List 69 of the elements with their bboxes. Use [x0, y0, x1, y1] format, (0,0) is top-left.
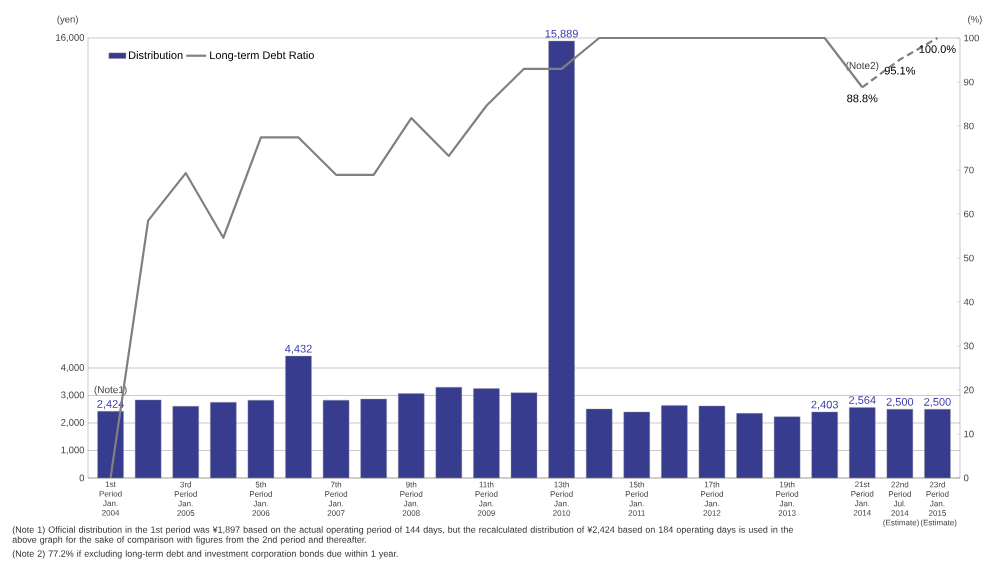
data-label: 95.1%	[884, 66, 916, 75]
y2-tick-label: 80	[963, 122, 974, 130]
text: (Note 1) Official distribution in the 1st period was ¥1,897 based on the actual operating period of 144 days, but the recalculated distribution of ¥2,424 based on 184 operating days is used in the above graph for the sake of comparison with figures from the 2nd period and thereafter.	[12, 526, 793, 545]
data-label: 4,432	[284, 344, 312, 354]
x-tick-label: 23rd Period Jan. 2015 (Estimate)	[920, 481, 957, 527]
bar	[398, 393, 425, 479]
y2-tick-label: 70	[964, 166, 974, 174]
legend-label: Long-term Debt Ratio	[210, 51, 314, 62]
y2-tick-label: 60	[964, 210, 974, 218]
y2-tick-label: 50	[963, 254, 974, 262]
y-axis-title: (yen)	[57, 15, 78, 25]
x-tick-label: 5th Period Jan. 2006	[250, 481, 272, 516]
bar	[623, 411, 650, 479]
y2-tick-label: 100	[964, 34, 979, 42]
y2-tick-label: 40	[963, 298, 974, 306]
x-tick-label: 1st Period Jan. 2004	[99, 481, 122, 516]
x-tick-label: 15th Period Jan. 2011	[625, 481, 648, 516]
data-label: 100.0%	[919, 45, 956, 53]
x-tick-label: 9th Period Jan. 2008	[400, 481, 423, 516]
x-tick-label: 3rd Period Jan. 2005	[174, 481, 197, 516]
y2-tick-label: 0	[963, 474, 969, 482]
data-label: 15,889	[545, 29, 578, 39]
bar	[360, 398, 387, 479]
bar	[134, 399, 162, 479]
data-label: 2,403	[811, 400, 838, 410]
bar	[736, 413, 763, 479]
data-label: 2,500	[886, 397, 914, 408]
bar	[247, 399, 275, 479]
y-tick-label: 0	[79, 474, 85, 482]
x-tick-label: 22nd Period Jul. 2014 (Estimate)	[883, 481, 919, 527]
bar	[473, 388, 500, 479]
bar	[849, 407, 876, 479]
bar	[510, 392, 538, 479]
bar	[886, 409, 914, 479]
data-label: 2,500	[924, 397, 951, 408]
bar	[172, 406, 199, 479]
y-tick-label: 3,000	[61, 391, 85, 400]
y-tick-label: 4,000	[60, 364, 85, 372]
x-tick-label: 11th Period Jan. 2009	[475, 481, 498, 516]
bar	[322, 399, 350, 479]
annotation: (Note2)	[846, 61, 879, 72]
y2-tick-label: 30	[963, 342, 974, 350]
bar	[661, 405, 688, 479]
bar	[97, 411, 124, 479]
bar	[585, 408, 613, 479]
y-tick-label: 1,000	[61, 446, 85, 455]
x-tick-label: 19th Period Jan. 2013	[776, 481, 799, 516]
y-tick-label: 2,000	[61, 419, 85, 427]
bar	[285, 355, 312, 479]
bar	[698, 405, 726, 479]
legend-label: Distribution	[129, 51, 183, 60]
y-tick-label: 16,000	[56, 34, 85, 42]
bar	[435, 387, 463, 479]
y2-tick-label: 90	[963, 78, 974, 86]
bar	[548, 40, 575, 479]
y2-tick-label: 20	[964, 386, 974, 394]
bar	[811, 411, 838, 479]
y2-tick-label: 10	[964, 430, 974, 438]
x-tick-label: 7th Period Jan. 2007	[325, 481, 348, 516]
data-label: 88.8%	[847, 94, 878, 103]
x-tick-label: 21st Period Jan. 2014	[851, 481, 874, 516]
y2-axis-title: (%)	[968, 15, 982, 25]
bar	[773, 416, 801, 479]
data-label: 2,564	[849, 396, 876, 406]
x-tick-label: 17th Period Jan. 2012	[701, 481, 723, 516]
bar	[210, 402, 237, 479]
x-tick-label: 13th Period Jan. 2010	[550, 481, 573, 516]
bar	[924, 409, 951, 479]
text: (Note 2) 77.2% if excluding long-term debt and investment corporation bonds due within 1 year.	[12, 550, 398, 559]
